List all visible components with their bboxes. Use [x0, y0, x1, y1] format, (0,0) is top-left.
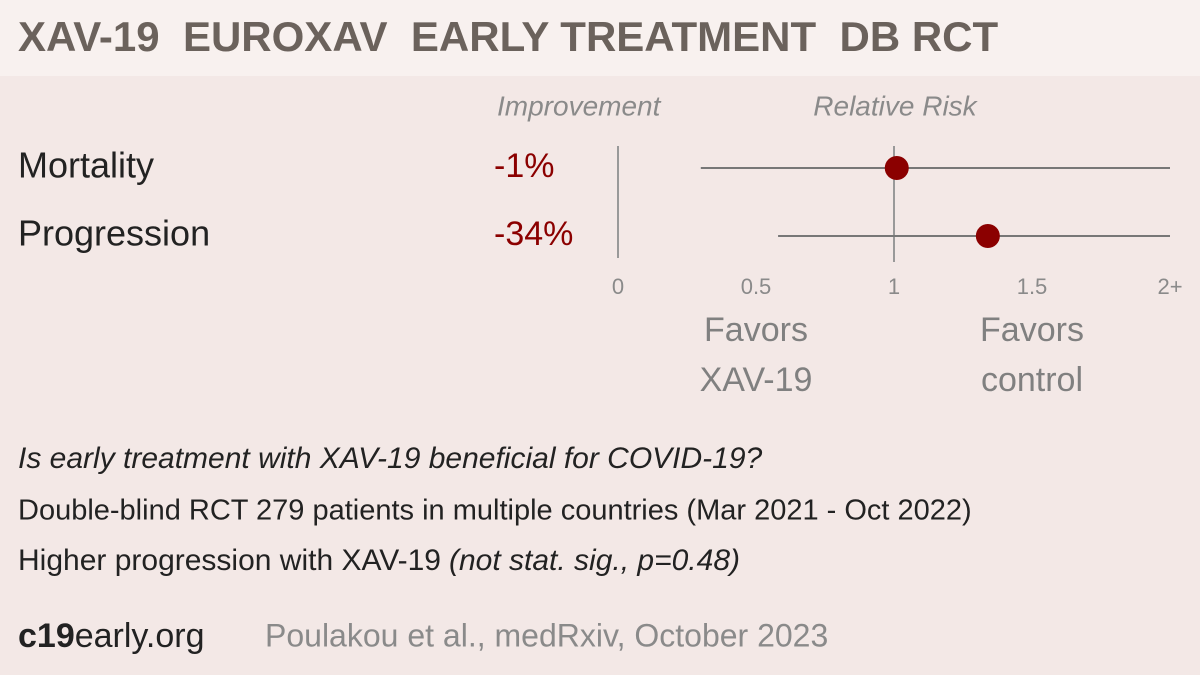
row-label: Progression	[18, 213, 210, 254]
favors-label: Favors	[704, 311, 808, 349]
title: XAV-19 EUROXAV EARLY TREATMENT DB RCT	[18, 13, 998, 60]
result: Higher progression with XAV-19 (not stat.…	[18, 544, 740, 577]
row-label: Mortality	[18, 145, 154, 186]
column-label: Improvement	[497, 90, 662, 121]
favors-label: XAV-19	[700, 361, 813, 399]
plot: 0 0.5 1 1.5 2+ Mortality -1% Progression -34% Fav…	[18, 145, 1183, 399]
result-text: Higher progression with XAV-19	[18, 544, 441, 577]
details: Double-blind RCT 279 patients in multipl…	[18, 495, 972, 527]
site: c19early.org	[18, 617, 205, 655]
favors-label: control	[981, 361, 1083, 399]
x-tick-label: 1	[888, 274, 900, 299]
favors-label: Favors	[980, 311, 1084, 349]
x-tick-label: 0	[612, 274, 624, 299]
point-estimate	[884, 156, 909, 180]
point-estimate	[975, 224, 1000, 248]
improvement: -34%	[494, 215, 573, 253]
x-tick-label: 2+	[1157, 274, 1182, 299]
title-band	[0, 0, 1200, 76]
citation: Poulakou et al., medRxiv, October 2023	[265, 617, 828, 653]
improvement: -1%	[494, 147, 554, 185]
result-note: (not stat. sig., p=0.48)	[449, 544, 740, 577]
site-rest: early.org	[75, 617, 205, 655]
x-tick-label: 1.5	[1017, 274, 1048, 299]
column-label: Relative Risk	[813, 90, 978, 121]
question: Is early treatment with XAV-19 beneficia…	[18, 442, 763, 475]
x-tick-label: 0.5	[741, 274, 772, 299]
site-bold: c19	[18, 617, 75, 655]
